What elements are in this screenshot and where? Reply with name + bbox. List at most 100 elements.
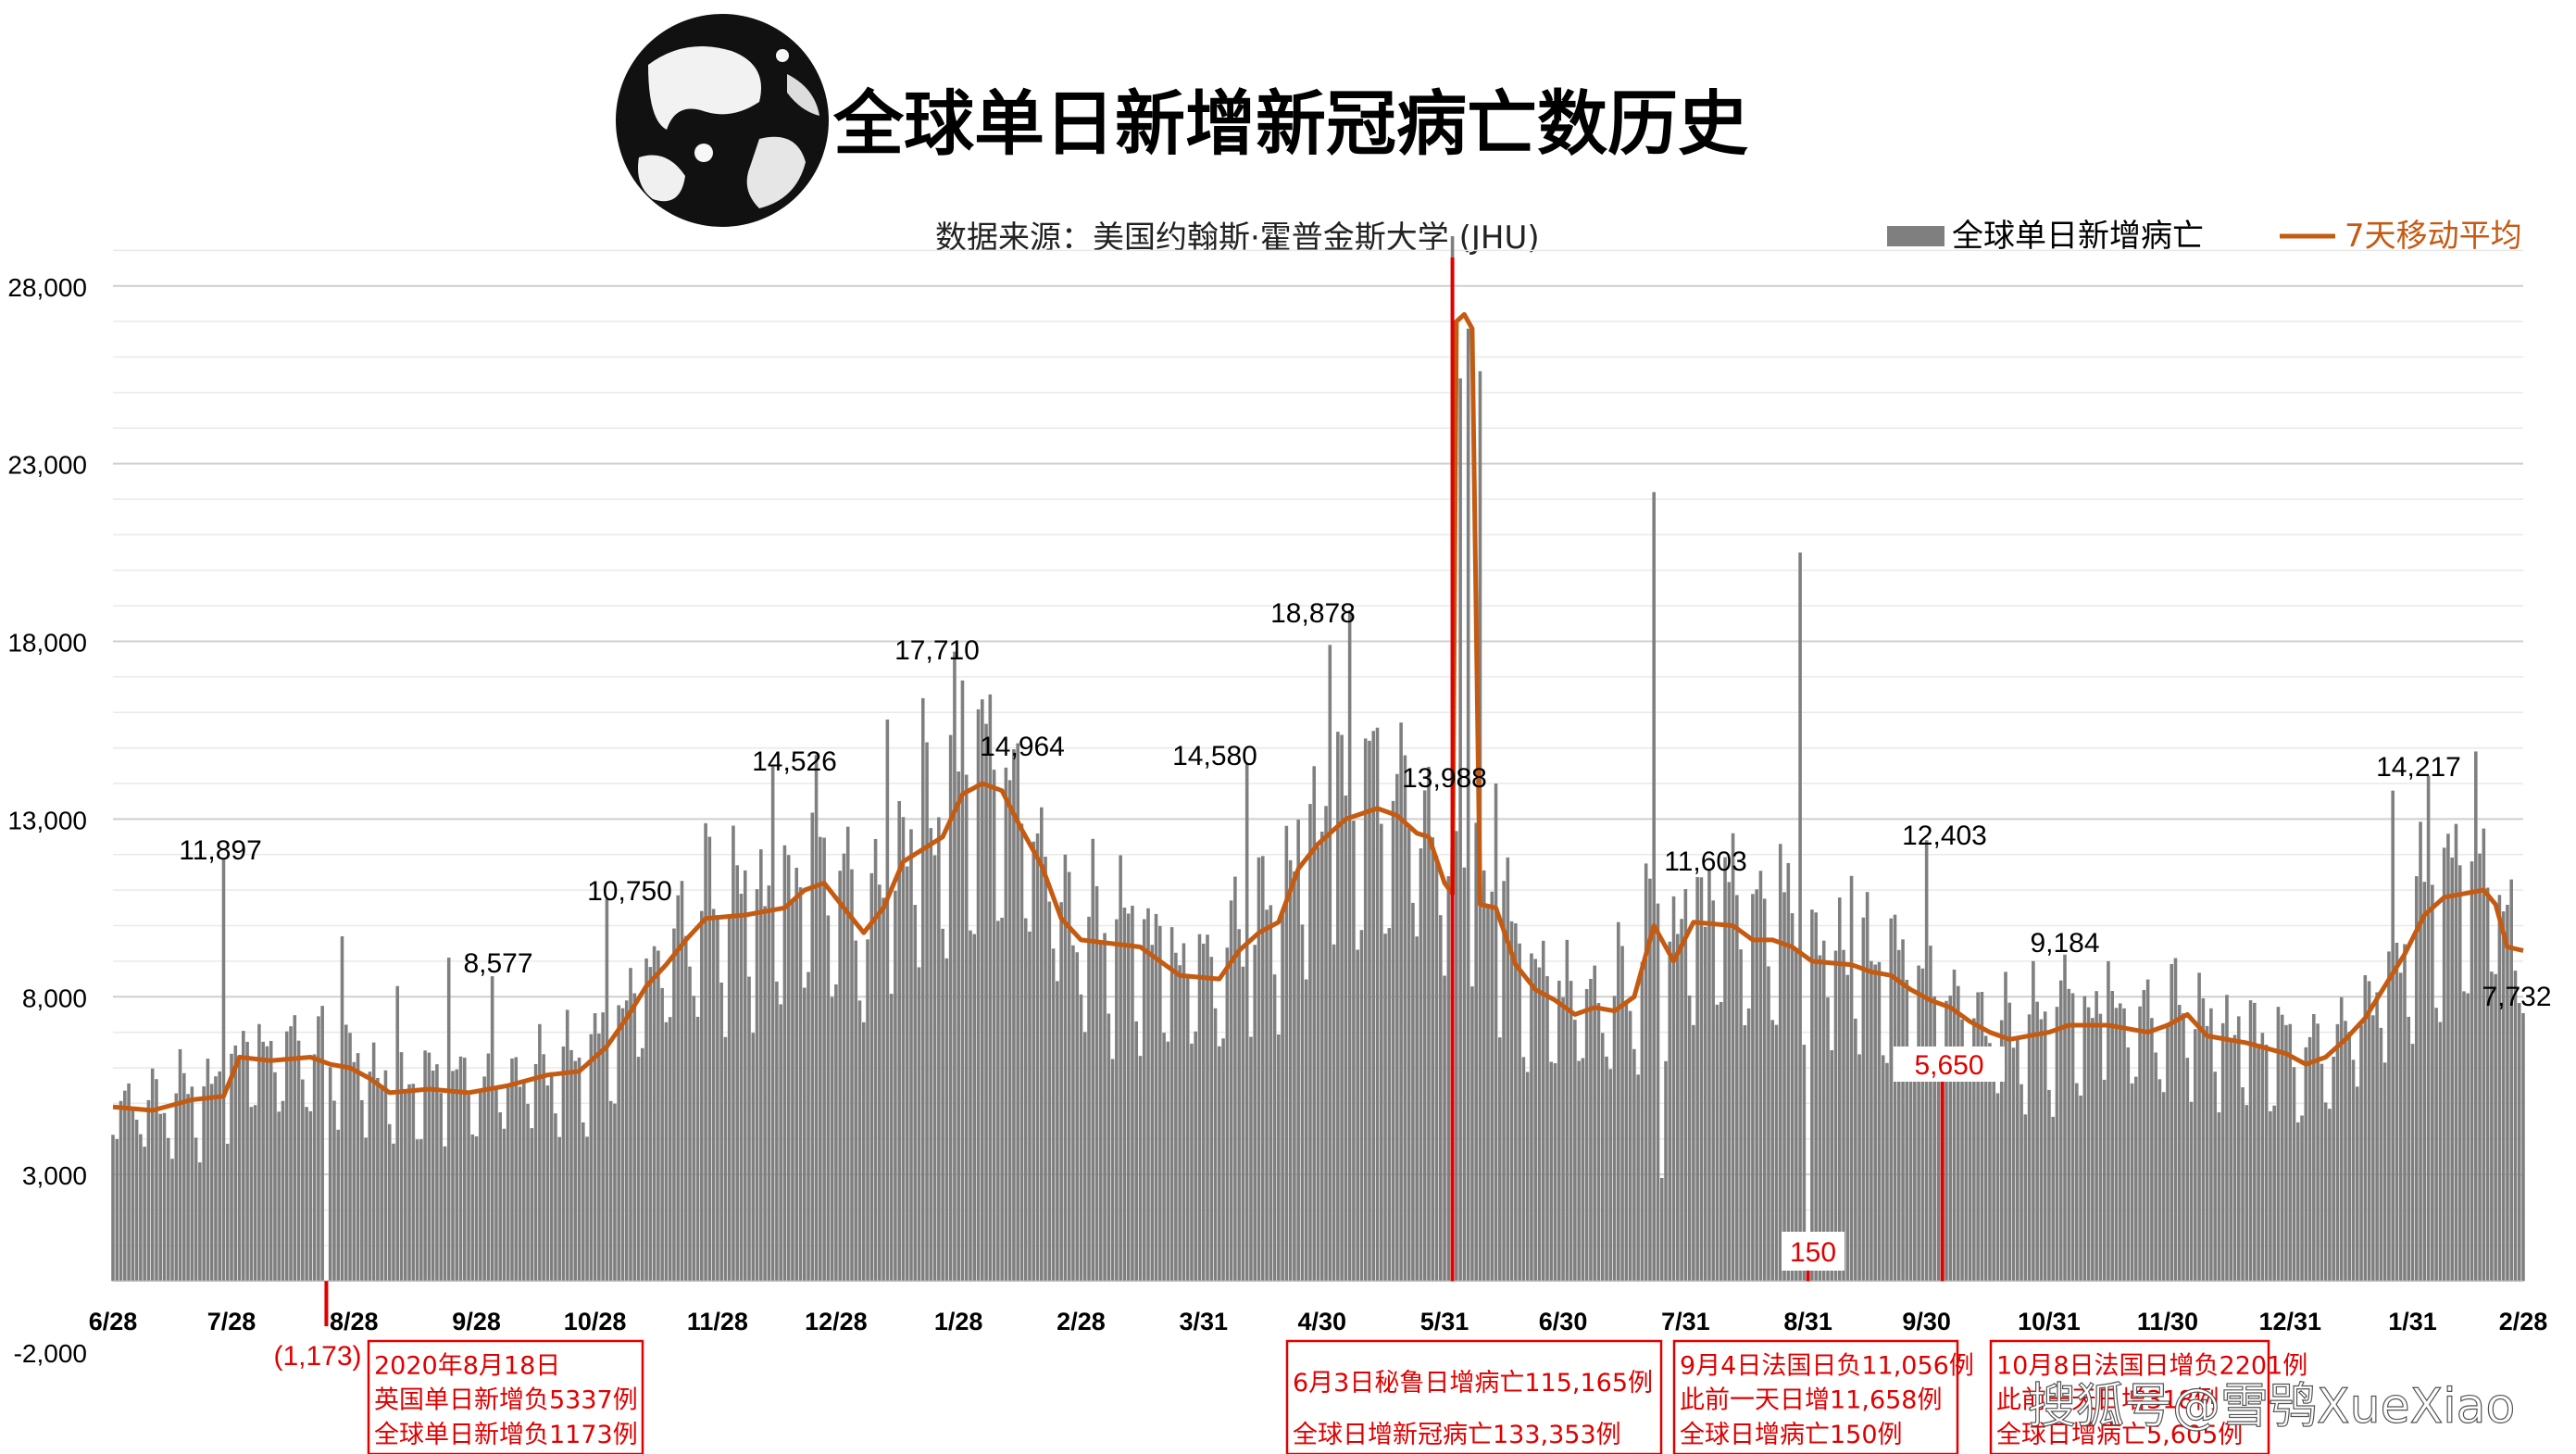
bar [2118, 1003, 2122, 1282]
bar [1960, 1019, 1964, 1282]
bar [1680, 919, 1683, 1282]
bar [1514, 922, 1518, 1282]
bar [2185, 1058, 2190, 1282]
bar [2232, 1034, 2237, 1282]
bar [1082, 1032, 1087, 1282]
bar [1209, 957, 1214, 1282]
bar [723, 1036, 728, 1282]
data-label: (1,173) [273, 1341, 361, 1372]
bar [779, 1004, 782, 1282]
bar [1000, 917, 1004, 1282]
bar [1158, 925, 1162, 1282]
bar [214, 1076, 218, 1282]
x-tick-label: 6/30 [1539, 1308, 1588, 1335]
bar [2300, 1115, 2304, 1282]
bar [1407, 828, 1411, 1282]
bar [2063, 954, 2067, 1282]
bar [1498, 1037, 1502, 1282]
bar [1545, 976, 1549, 1282]
bar [479, 1091, 482, 1282]
bar [711, 909, 716, 1282]
bar [743, 870, 747, 1282]
bar [775, 981, 779, 1282]
bar [2351, 1059, 2356, 1282]
bar [1968, 1072, 1972, 1282]
bar [1462, 867, 1467, 1282]
bar [308, 1110, 313, 1282]
bar [641, 1047, 644, 1282]
bar [533, 1063, 538, 1282]
bar [2485, 887, 2490, 1282]
bar [1573, 1020, 1577, 1282]
bar [2043, 1011, 2047, 1282]
bar [755, 889, 759, 1282]
bar [1964, 1055, 1969, 1282]
bar [2070, 993, 2075, 1282]
bar [565, 1009, 569, 1282]
annotation-line: 全球日增新冠病亡133,353例 [1293, 1421, 1621, 1449]
bar [957, 771, 960, 1282]
bar [458, 1056, 463, 1282]
bar [700, 910, 704, 1282]
bar [1126, 913, 1131, 1282]
bar [593, 1013, 597, 1282]
bar [2161, 1092, 2166, 1282]
bar [2095, 991, 2098, 1282]
bar [166, 1137, 170, 1282]
bar [984, 723, 988, 1282]
bar [948, 734, 953, 1282]
bar [672, 928, 676, 1282]
bar [2027, 1014, 2032, 1282]
globe-icon [616, 14, 829, 227]
bar [474, 1136, 479, 1282]
x-tick-label: 3/31 [1179, 1308, 1228, 1335]
bar [2371, 1015, 2375, 1282]
bar [889, 994, 894, 1282]
bar [1837, 897, 1842, 1282]
bar [2422, 882, 2427, 1282]
bar [652, 946, 657, 1282]
bar [242, 1031, 245, 1282]
bar [1683, 889, 1688, 1282]
data-label: 7,732 [2482, 982, 2551, 1012]
bar [155, 1079, 158, 1282]
bar [1885, 1062, 1889, 1282]
bar [1249, 1036, 1253, 1282]
annotation-line: 9月4日法国日负11,056例 [1680, 1351, 1974, 1380]
bar [1019, 823, 1024, 1282]
data-label: 11,897 [179, 835, 262, 866]
bar [1644, 863, 1648, 1282]
bar [2201, 997, 2206, 1282]
bar [1521, 1057, 1526, 1282]
bar [467, 1095, 470, 1282]
bar [1494, 783, 1498, 1282]
bar [399, 1052, 404, 1282]
bar [2501, 911, 2506, 1282]
bar [1169, 927, 1174, 1282]
bar [1422, 790, 1427, 1282]
bar [482, 1076, 486, 1282]
bar [2264, 1045, 2269, 1282]
bar [1612, 996, 1617, 1282]
bar [1260, 856, 1265, 1282]
bar [1363, 738, 1368, 1282]
bar [2363, 975, 2368, 1282]
bar [763, 906, 767, 1282]
bar [802, 987, 807, 1282]
bar [826, 915, 831, 1282]
bar [1146, 908, 1150, 1282]
bar [1774, 1024, 1779, 1282]
data-label: 14,580 [1172, 741, 1257, 771]
bar [822, 837, 826, 1282]
bar [1802, 1045, 1807, 1282]
bar [328, 1067, 332, 1282]
bar [1455, 831, 1458, 1282]
bar [873, 838, 878, 1282]
bar [360, 1099, 364, 1282]
bar [1284, 825, 1289, 1282]
bar [747, 976, 751, 1282]
bar [1063, 854, 1068, 1282]
bar [2122, 1008, 2126, 1282]
